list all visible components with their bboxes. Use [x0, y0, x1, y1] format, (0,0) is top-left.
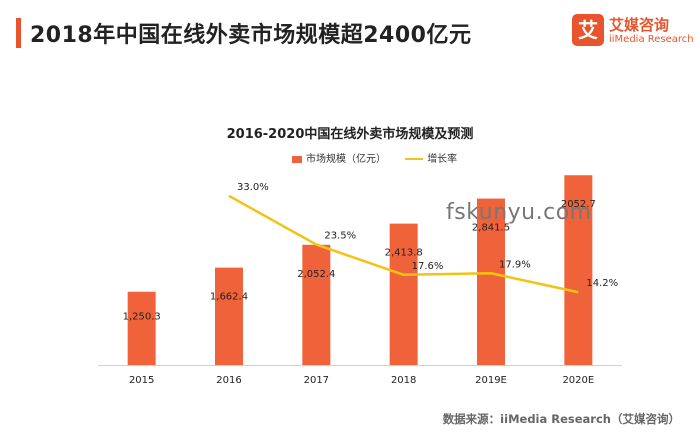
growth-label-2020e: 14.2% — [586, 278, 618, 289]
bar-2015 — [127, 291, 156, 365]
growth-rate-line — [228, 194, 579, 294]
logo-name-cn: 艾媒咨询 — [609, 16, 670, 34]
growth-label-2017: 23.5% — [324, 231, 356, 242]
watermark-text: fskunyu.com — [446, 200, 592, 225]
legend-label-growth-rate: 增长率 — [427, 154, 458, 165]
bar-2017 — [302, 244, 331, 365]
legend-label-market-size: 市场规模（亿元） — [306, 154, 386, 165]
bar-value-label-2018: 2,413.8 — [385, 248, 423, 259]
legend-item-market-size: 市场规模（亿元） — [292, 150, 386, 165]
growth-label-2016: 33.0% — [237, 182, 269, 193]
growth-label-2019e: 17.9% — [499, 259, 531, 270]
legend-line-swatch — [405, 158, 424, 160]
growth-label-2018: 17.6% — [412, 261, 444, 272]
bar-value-label-2019e: 2,841.5 — [472, 223, 510, 234]
bar-value-label-2020e: 2052.7 — [561, 199, 596, 210]
logo-mark: 艾 — [572, 14, 604, 46]
iimedia-logo: 艾 艾媒咨询 iiMedia Research — [572, 14, 694, 54]
title-accent-bar — [16, 18, 21, 48]
data-source: 数据来源：iiMedia Research（艾媒咨询） — [442, 412, 680, 426]
chart-title: 2016-2020中国在线外卖市场规模及预测 — [226, 127, 474, 142]
x-tick-label-2018: 2018 — [391, 375, 416, 386]
legend-bar-swatch — [292, 155, 302, 163]
x-tick-label-2015: 2015 — [129, 375, 154, 386]
bar-2018 — [389, 223, 418, 365]
legend-item-growth-rate: 增长率 — [405, 150, 457, 165]
x-tick-label-2017: 2017 — [304, 375, 329, 386]
bar-value-label-2017: 2,052.4 — [297, 269, 335, 280]
bar-value-label-2016: 1,662.4 — [210, 292, 248, 303]
page-title: 2018年中国在线外卖市场规模超2400亿元 — [30, 23, 472, 48]
chart-legend: 市场规模（亿元） 增长率 — [292, 150, 473, 165]
x-tick-label-2016: 2016 — [216, 375, 241, 386]
x-tick-label-2019e: 2019E — [475, 375, 507, 386]
bar-2020e — [564, 175, 593, 365]
bar-value-label-2015: 1,250.3 — [123, 312, 161, 323]
bar-2016 — [215, 267, 243, 365]
bar-2019e — [477, 198, 505, 365]
logo-name-en: iiMedia Research — [609, 34, 694, 45]
x-tick-label-2020e: 2020E — [562, 375, 594, 386]
